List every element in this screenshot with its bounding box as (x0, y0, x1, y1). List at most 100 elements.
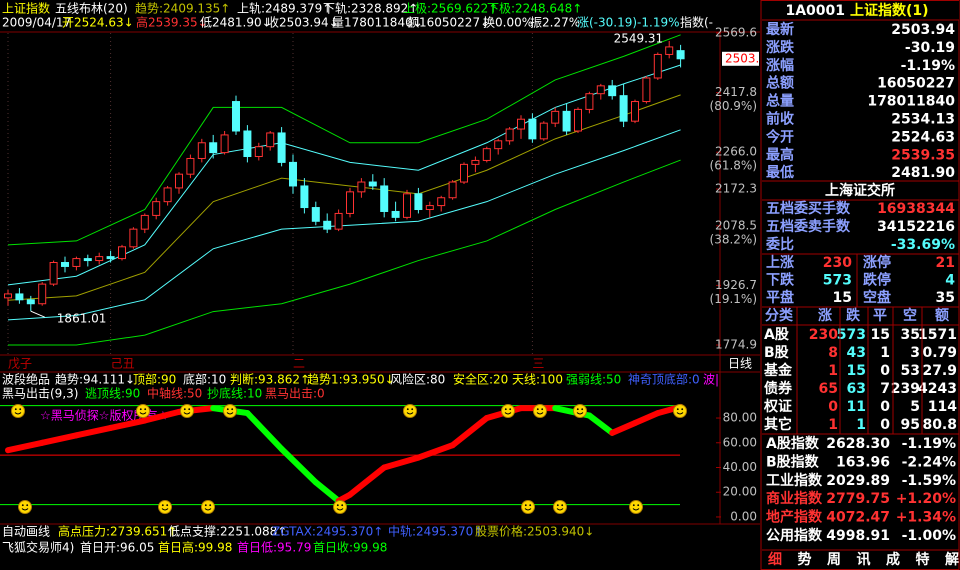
candle-body (505, 128, 514, 142)
header-item: 上极:2569.622↑ (403, 2, 498, 16)
signal-segment (415, 442, 456, 461)
signal-icon-eye (204, 504, 207, 507)
panel-tab[interactable]: 周 (827, 552, 841, 568)
index-name: B股指数 (766, 453, 820, 470)
signal-icon-mouth (183, 412, 191, 415)
y-tick-note: (80.9%) (710, 99, 757, 113)
table-cell: 8 (828, 345, 838, 361)
candle-body (562, 110, 571, 132)
panel-tab[interactable]: 细 (768, 551, 782, 568)
table-cell: 95 (901, 417, 920, 433)
footer-item: 低点支撑:2251.088↑ (168, 524, 287, 539)
breadth-value: 21 (936, 255, 955, 271)
table-cell: 1 (856, 417, 866, 433)
header-item: 高2539.35↓ (136, 15, 208, 30)
candle-body (277, 132, 286, 163)
table-cell: 0 (828, 399, 838, 415)
quote-value: 2534.13 (891, 112, 955, 128)
candle-body (653, 53, 662, 79)
candle-body (140, 214, 149, 230)
signal-segment (586, 412, 616, 436)
index-change: -1.19% (902, 436, 956, 452)
candle-body (289, 161, 297, 187)
panel-tab[interactable]: 成 (886, 551, 900, 568)
band-line (8, 159, 681, 346)
candle-body (517, 118, 525, 130)
index-name: 公用指数 (766, 527, 823, 544)
x-tick-label: 戊子 (8, 357, 32, 371)
order-label: 五档委买手数 (766, 200, 851, 217)
footer-item: 自动画线 (2, 525, 50, 539)
table-cell: 114 (928, 399, 957, 415)
panel-tab[interactable]: 势 (798, 551, 812, 568)
candle-body (118, 246, 126, 260)
index-value: 4072.47 (826, 510, 890, 526)
band-line (7, 34, 681, 246)
signal-icon (629, 500, 643, 514)
signal-icon-mouth (556, 508, 564, 511)
y-tick-label: 2078.5 (715, 218, 757, 232)
candle-body (152, 201, 161, 216)
table-cell: 230 (809, 327, 838, 343)
indicator-item: 逃顶线:90 (85, 387, 140, 401)
candle-body (15, 293, 24, 301)
indicator-item: 判断:93.862↑ (230, 372, 310, 387)
signal-icon-eye (21, 504, 24, 507)
signal-icon-mouth (161, 508, 169, 511)
candle-body (471, 159, 480, 165)
table-cell: 53 (901, 363, 920, 379)
panel-tab[interactable]: 讯 (857, 552, 871, 568)
signal-segment (107, 417, 148, 431)
footer-item: 高点压力:2739.651↑ (58, 524, 177, 539)
candle-body (494, 140, 503, 150)
candle-body (425, 205, 434, 211)
order-label: 五档委卖手数 (766, 218, 851, 235)
breadth-value: 573 (823, 273, 852, 289)
table-cell: 0 (880, 399, 890, 415)
signal-segment (5, 439, 46, 454)
index-change: +1.34% (896, 510, 956, 526)
signal-icon (223, 404, 237, 418)
exchange-name: 上海证交所 (825, 182, 895, 199)
signal-icon-mouth (524, 508, 532, 511)
signal-icon (673, 404, 687, 418)
header-item: 2009/04/17 (2, 16, 71, 30)
indicator-item: 波段绝品 (2, 372, 50, 387)
candle-body (72, 258, 81, 267)
signal-icon-eye (632, 504, 635, 507)
candle-body (209, 142, 218, 154)
table-cell: 3 (910, 345, 920, 361)
candle-body (437, 197, 446, 207)
signal-segment (347, 464, 388, 498)
candle-body (460, 163, 468, 183)
signal-icon (201, 500, 215, 514)
candle-body (175, 173, 183, 189)
signal-icon (553, 500, 567, 514)
candle-body (391, 210, 400, 218)
table-cell: 27.9 (922, 363, 957, 379)
signal-segment (381, 454, 422, 471)
quote-value: -1.19% (901, 58, 955, 74)
signal-icon-mouth (504, 412, 512, 415)
signal-icon-mouth (226, 412, 234, 415)
signal-icon (136, 404, 150, 418)
signal-icon-mouth (204, 508, 212, 511)
panel-tab[interactable]: 解 (945, 551, 959, 568)
header-item: 五线布林(20) (55, 2, 128, 16)
signal-icon (11, 404, 25, 418)
signal-segment (449, 415, 490, 449)
breadth-value: 35 (936, 290, 955, 306)
candle-body (585, 93, 594, 110)
panel-tab[interactable]: 特 (916, 551, 930, 568)
quote-label: 总量 (766, 93, 794, 110)
indicator-item: 黑马出击:0 (265, 387, 325, 401)
quote-label: 涨幅 (766, 57, 794, 74)
table-cell: 0 (880, 363, 890, 379)
signal-icon (521, 500, 535, 514)
table-cell: 15 (847, 363, 866, 379)
signal-icon (180, 404, 194, 418)
candle-body (106, 256, 115, 260)
candle-body (608, 85, 617, 97)
index-change: -1.59% (902, 473, 956, 489)
